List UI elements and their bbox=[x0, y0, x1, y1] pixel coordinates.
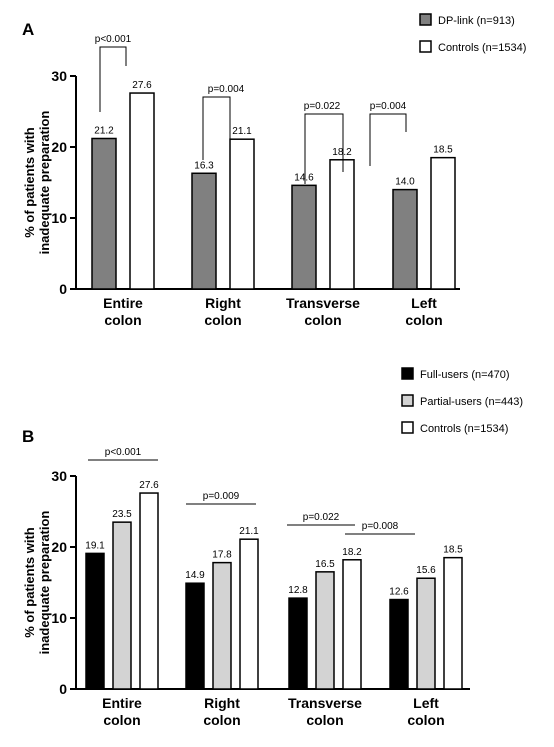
x-tick-label: Left bbox=[411, 295, 437, 311]
y-tick-label: 30 bbox=[51, 468, 67, 484]
data-label: 21.1 bbox=[239, 526, 259, 537]
y-tick-label: 0 bbox=[59, 681, 67, 697]
x-tick-label: colon bbox=[204, 312, 241, 328]
bar bbox=[416, 577, 436, 690]
data-label: 12.6 bbox=[389, 587, 409, 598]
y-axis-label-line: % of patients with bbox=[22, 527, 37, 638]
legend-label: Controls (n=1534) bbox=[438, 42, 526, 54]
panel-letter-B: B bbox=[22, 427, 34, 446]
significance-bracket bbox=[99, 46, 127, 112]
p-value-label: p<0.001 bbox=[95, 34, 132, 45]
bar bbox=[430, 156, 456, 290]
bar bbox=[239, 538, 259, 690]
x-tick-label: Right bbox=[204, 695, 240, 711]
data-label: 19.1 bbox=[85, 540, 105, 551]
bar bbox=[85, 552, 105, 690]
y-axis-label-line: inadequate preparation bbox=[37, 511, 52, 655]
bar bbox=[212, 561, 232, 690]
x-tick-label: colon bbox=[203, 712, 240, 728]
p-value-label: p=0.022 bbox=[304, 101, 341, 112]
bar bbox=[342, 559, 362, 690]
data-label: 14.9 bbox=[185, 570, 205, 581]
bar bbox=[291, 184, 317, 290]
y-tick-label: 10 bbox=[51, 210, 67, 226]
data-label: 16.3 bbox=[194, 160, 214, 171]
y-tick-label: 20 bbox=[51, 139, 67, 155]
x-tick-label: Right bbox=[205, 295, 241, 311]
bar bbox=[129, 92, 155, 290]
data-label: 17.8 bbox=[212, 550, 232, 561]
x-tick-label: Entire bbox=[102, 695, 142, 711]
bar bbox=[443, 556, 463, 690]
bar bbox=[329, 159, 355, 290]
data-label: 18.2 bbox=[332, 147, 352, 158]
legend-label: Partial-users (n=443) bbox=[420, 396, 523, 408]
y-tick-label: 30 bbox=[51, 68, 67, 84]
significance-bracket bbox=[304, 113, 344, 184]
data-label: 14.6 bbox=[294, 172, 314, 183]
bar bbox=[91, 137, 117, 290]
legend-swatch bbox=[401, 421, 414, 434]
significance-bracket bbox=[369, 113, 407, 166]
x-tick-label: Transverse bbox=[288, 695, 362, 711]
bar bbox=[392, 188, 418, 290]
bar bbox=[191, 172, 217, 290]
data-label: 18.5 bbox=[443, 545, 463, 556]
bar bbox=[288, 597, 308, 690]
p-value-label: p<0.001 bbox=[105, 447, 142, 458]
y-axis-label: % of patients withinadequate preparation bbox=[22, 111, 52, 255]
bar bbox=[139, 492, 159, 690]
legend-swatch bbox=[419, 13, 432, 26]
data-label: 21.1 bbox=[232, 126, 252, 137]
legend-label: DP-link (n=913) bbox=[438, 15, 515, 27]
p-value-label: p=0.009 bbox=[203, 491, 240, 502]
legend-swatch bbox=[401, 394, 414, 407]
data-label: 12.8 bbox=[288, 585, 308, 596]
x-tick-label: colon bbox=[407, 712, 444, 728]
data-label: 27.6 bbox=[132, 80, 152, 91]
data-label: 14.0 bbox=[395, 177, 415, 188]
p-value-label: p=0.004 bbox=[208, 84, 245, 95]
x-tick-label: colon bbox=[306, 712, 343, 728]
bar bbox=[315, 571, 335, 690]
bar bbox=[112, 521, 132, 690]
p-value-label: p=0.004 bbox=[370, 101, 407, 112]
legend-swatch bbox=[401, 367, 414, 380]
x-tick-label: colon bbox=[103, 712, 140, 728]
y-tick-label: 0 bbox=[59, 281, 67, 297]
data-label: 21.2 bbox=[94, 125, 114, 136]
bar bbox=[389, 598, 409, 690]
bar bbox=[185, 582, 205, 690]
data-label: 16.5 bbox=[315, 559, 335, 570]
bar bbox=[229, 138, 255, 290]
data-label: 18.5 bbox=[433, 145, 453, 156]
y-axis-label: % of patients withinadequate preparation bbox=[22, 511, 52, 655]
x-tick-label: colon bbox=[405, 312, 442, 328]
y-axis-label-line: % of patients with bbox=[22, 127, 37, 238]
data-label: 18.2 bbox=[342, 547, 362, 558]
data-label: 27.6 bbox=[139, 480, 159, 491]
x-tick-label: Transverse bbox=[286, 295, 360, 311]
x-tick-label: Entire bbox=[103, 295, 143, 311]
p-value-label: p=0.008 bbox=[362, 521, 399, 532]
panel-letter-A: A bbox=[22, 20, 34, 39]
data-label: 15.6 bbox=[416, 565, 436, 576]
significance-bracket bbox=[202, 96, 231, 160]
legend-label: Controls (n=1534) bbox=[420, 423, 508, 435]
x-tick-label: colon bbox=[104, 312, 141, 328]
y-tick-label: 10 bbox=[51, 610, 67, 626]
x-tick-label: colon bbox=[304, 312, 341, 328]
data-label: 23.5 bbox=[112, 509, 132, 520]
y-tick-label: 20 bbox=[51, 539, 67, 555]
y-axis-label-line: inadequate preparation bbox=[37, 111, 52, 255]
x-tick-label: Left bbox=[413, 695, 439, 711]
p-value-label: p=0.022 bbox=[303, 512, 340, 523]
legend-label: Full-users (n=470) bbox=[420, 369, 510, 381]
legend-swatch bbox=[419, 40, 432, 53]
